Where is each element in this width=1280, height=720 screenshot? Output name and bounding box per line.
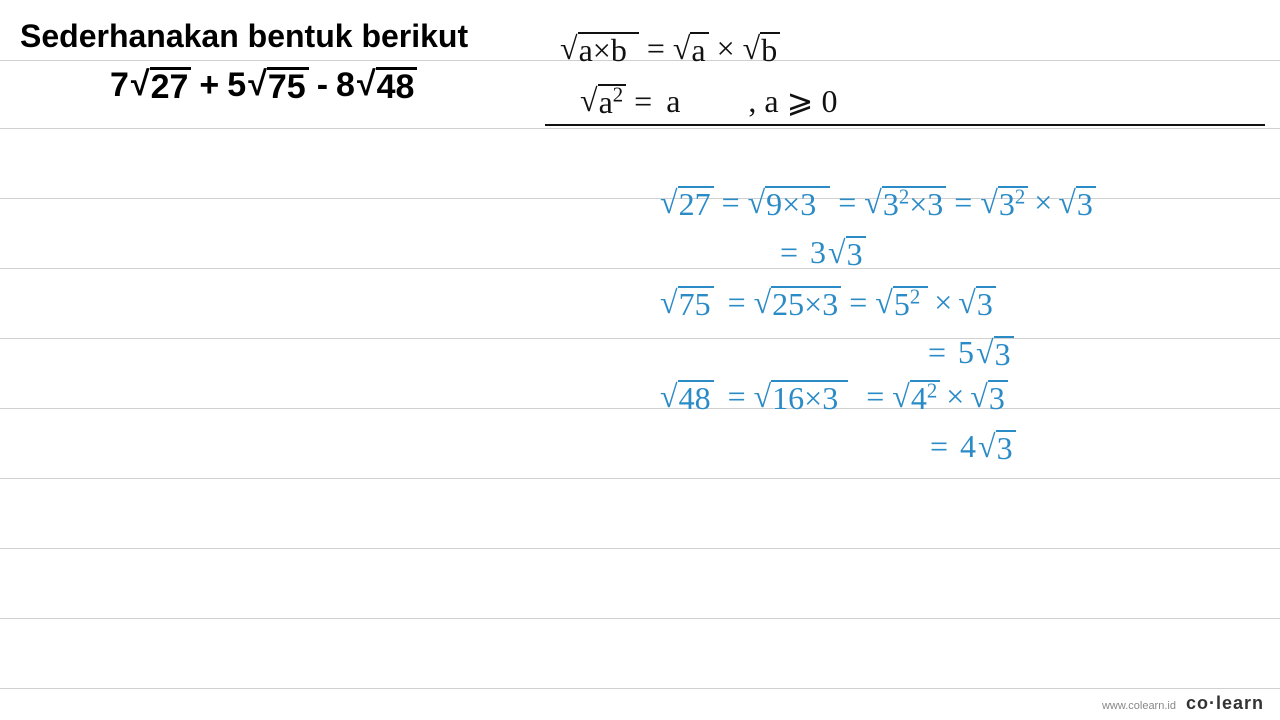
- work-48: √48 = √16×3 = √42 × √3: [660, 378, 1008, 415]
- eq: =: [647, 30, 665, 67]
- sqrt-48: √48: [357, 67, 418, 104]
- term-coef: 8: [336, 66, 355, 105]
- sqrt-27: √27: [131, 67, 192, 104]
- brand: www.colearn.id co·learn: [1102, 693, 1264, 714]
- times: ×: [717, 30, 735, 67]
- work-48-result: = 4 √3: [930, 428, 1016, 465]
- brand-name: co·learn: [1186, 693, 1264, 714]
- cond: , a ⩾ 0: [748, 82, 837, 120]
- term-coef: 7: [110, 66, 129, 105]
- op: +: [199, 66, 219, 105]
- rule-square: √a2 = a , a ⩾ 0: [580, 82, 837, 120]
- rhs: a: [666, 83, 680, 120]
- work-75-result: = 5 √3: [928, 334, 1014, 371]
- work-75: √75 = √25×3 = √52 × √3: [660, 284, 996, 321]
- brand-url: www.colearn.id: [1102, 700, 1176, 712]
- term-coef: 5: [227, 66, 246, 105]
- sqrt-axb: √a×b: [560, 32, 639, 66]
- work-27: √27 = √9×3 = √32×3 = √32 × √3: [660, 184, 1096, 221]
- sqrt-a: √a: [673, 32, 709, 66]
- sqrt-a2: √a2: [580, 84, 626, 118]
- work-27-result: = 3 √3: [780, 234, 866, 271]
- rule-product: √a×b = √a × √b: [560, 30, 780, 67]
- sqrt-b: √b: [743, 32, 781, 66]
- rules-underline: [545, 124, 1265, 126]
- title: Sederhanakan bentuk berikut: [20, 18, 468, 55]
- sqrt-75: √75: [248, 67, 309, 104]
- op: -: [317, 66, 328, 105]
- problem-expression: 7 √27 + 5 √75 - 8 √48: [110, 66, 417, 105]
- eq: =: [634, 83, 652, 120]
